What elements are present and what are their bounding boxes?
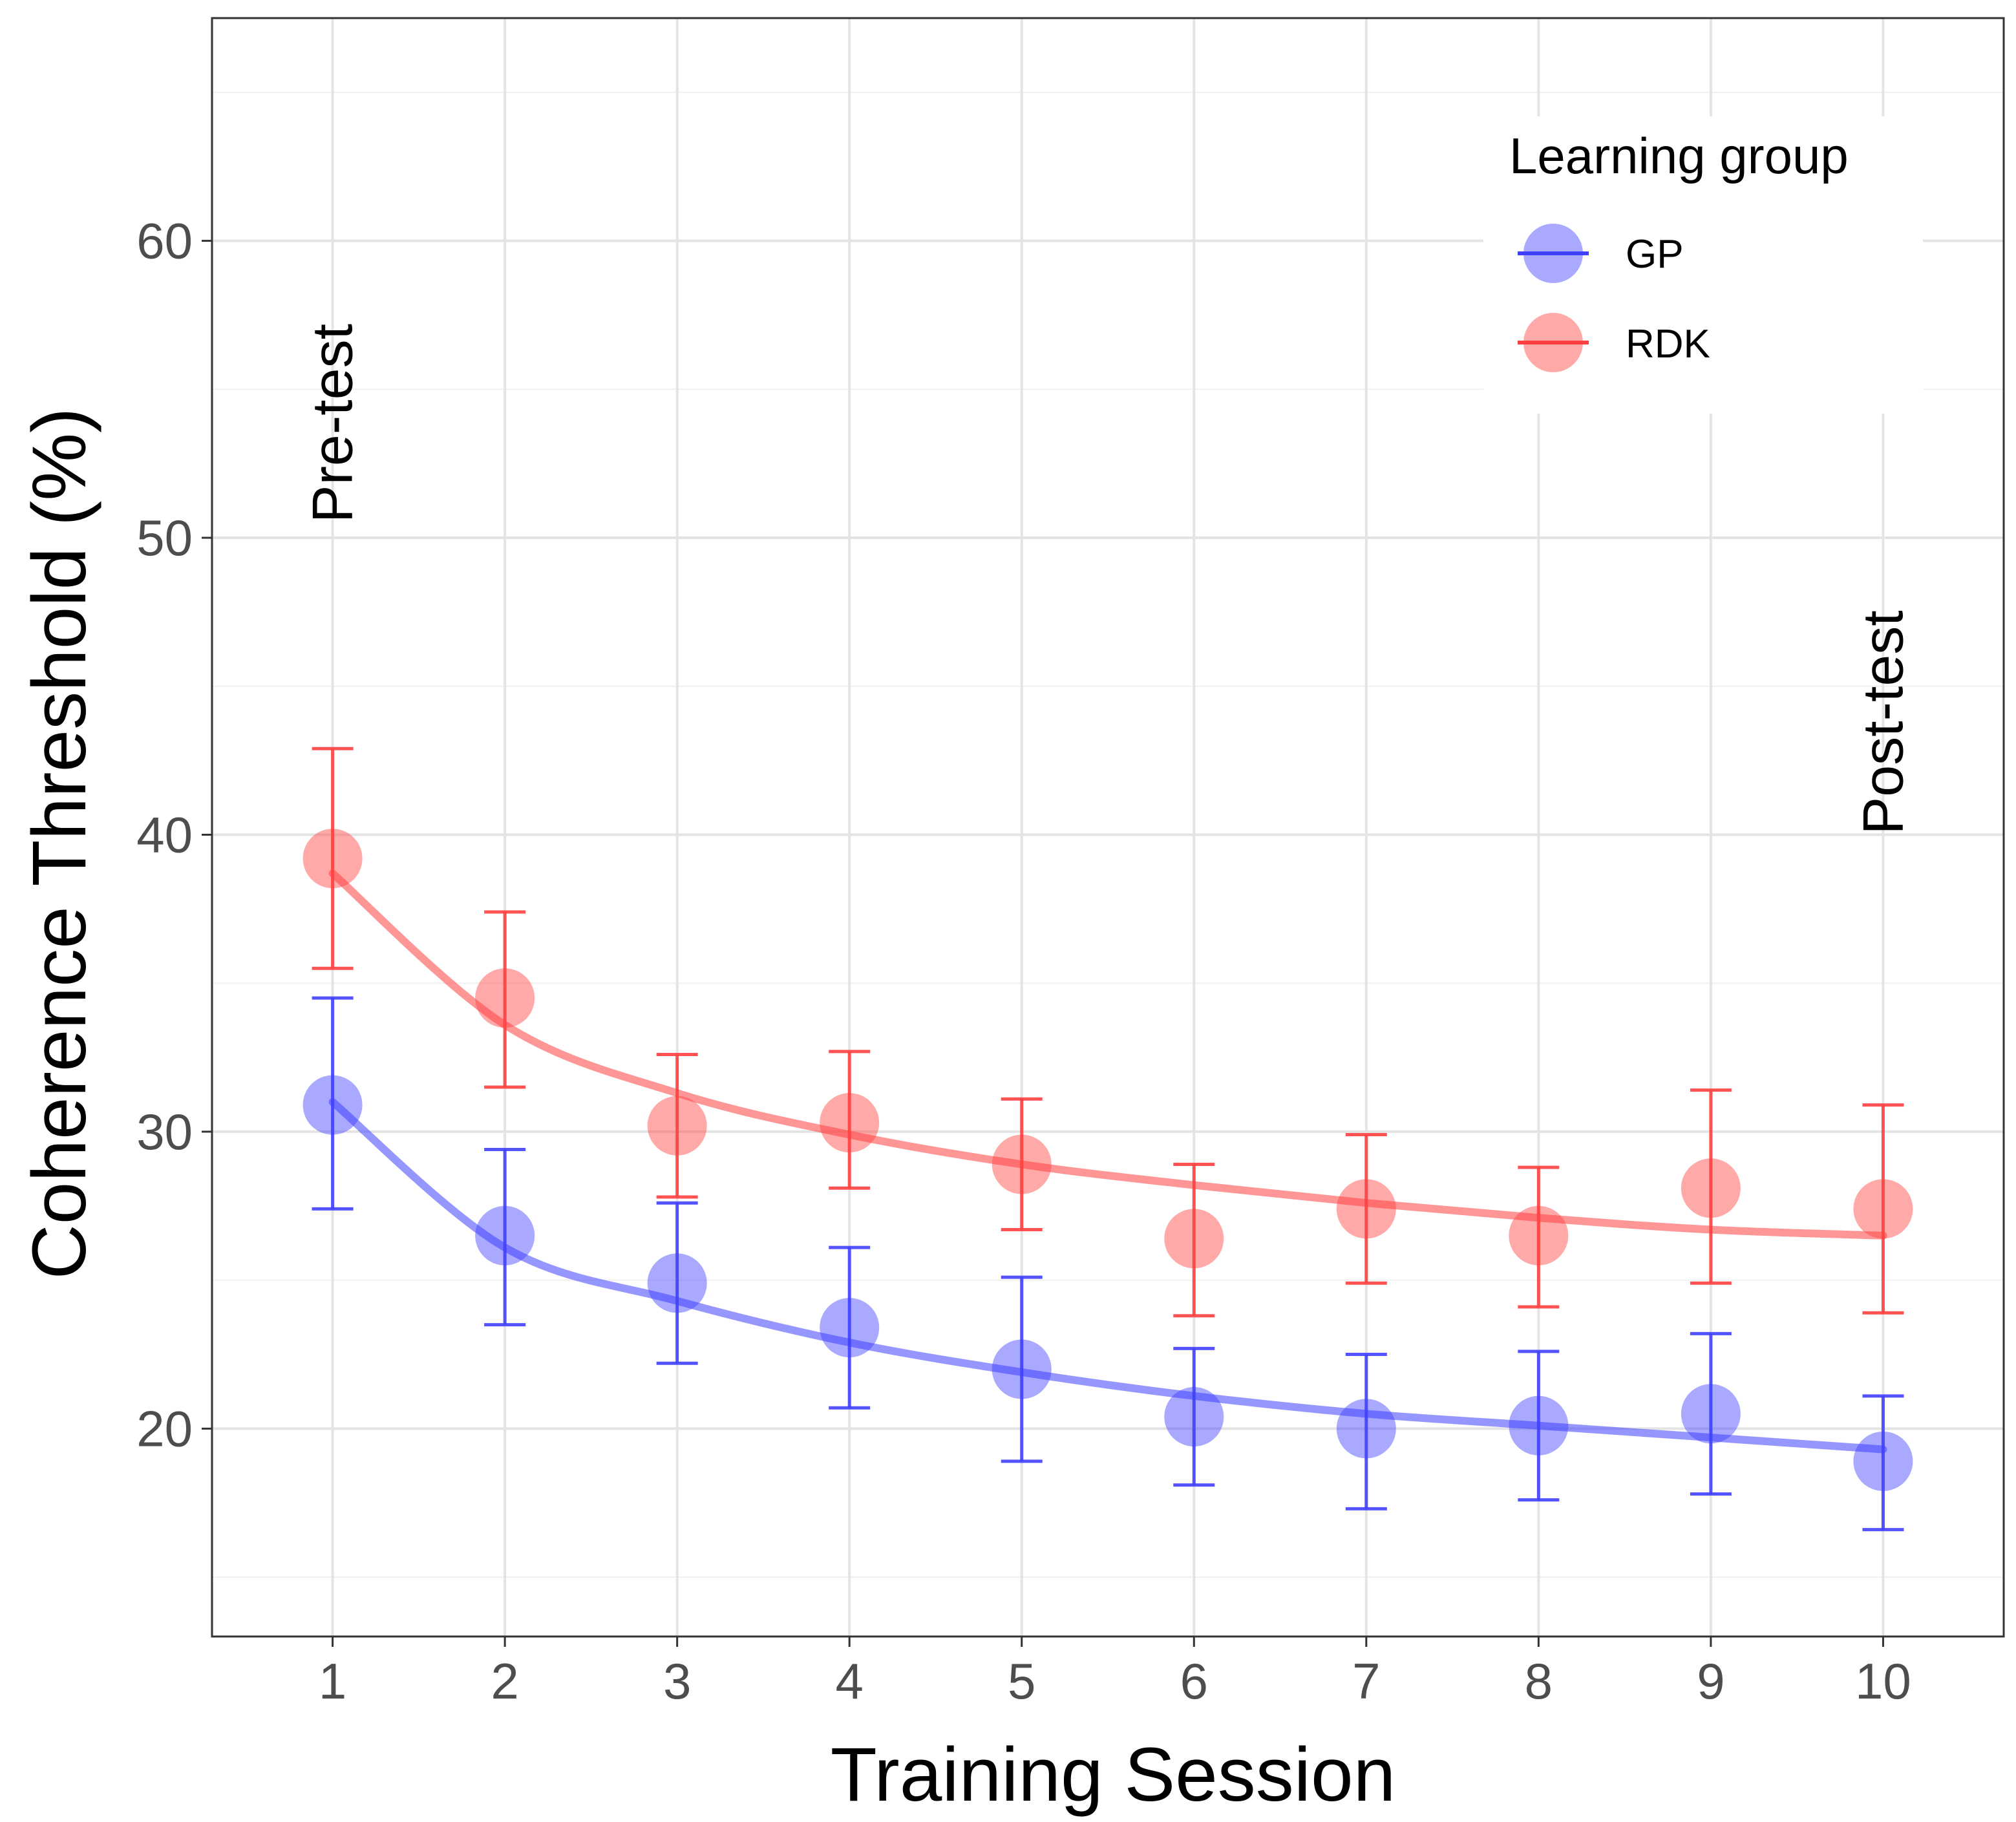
annotation-pre-test: Pre-test: [301, 324, 365, 523]
panel-border: [211, 17, 2005, 1638]
annotation-post-test: Post-test: [1851, 610, 1915, 834]
x-tick-label: 3: [663, 1653, 691, 1710]
error-bar-gp: [484, 1148, 526, 1327]
y-tick-label: 60: [136, 213, 193, 270]
error-bar-gp: [312, 996, 354, 1211]
error-bar-rdk: [1690, 1088, 1732, 1285]
data-point-rdk: [475, 968, 535, 1028]
y-tick-label: 20: [136, 1400, 193, 1457]
fit-curves: [328, 869, 1887, 1454]
error-bar-gp: [1518, 1350, 1560, 1502]
error-bar-rdk: [312, 747, 354, 970]
data-point-rdk: [1509, 1205, 1569, 1266]
legend-key-gp: [1518, 224, 1589, 283]
error-bar-gp: [1862, 1394, 1904, 1532]
x-axis-title: Training Session: [831, 1732, 1396, 1817]
fit-curve-rdk: [328, 869, 1887, 1240]
error-bar-rdk: [1345, 1133, 1387, 1285]
error-bar-gp: [656, 1201, 698, 1365]
error-bar-gp: [1001, 1275, 1043, 1463]
data-point-gp: [1681, 1384, 1741, 1444]
error-bars: [312, 747, 1904, 1532]
error-bar-rdk: [1518, 1165, 1560, 1309]
x-tick-label: 2: [491, 1653, 518, 1710]
data-points: [302, 829, 1913, 1491]
y-tick-label: 40: [136, 806, 193, 863]
grid-minor: [212, 91, 2004, 1578]
error-bar-rdk: [829, 1050, 871, 1190]
legend-title: Learning group: [1509, 127, 1849, 184]
y-axis-title: Coherence Threshold (%): [17, 408, 102, 1280]
data-point-rdk: [302, 829, 363, 889]
error-bar-gp: [1345, 1353, 1387, 1510]
data-point-gp: [475, 1205, 535, 1266]
data-point-gp: [1853, 1431, 1913, 1491]
x-tick-label: 4: [835, 1653, 863, 1710]
y-tick-label: 30: [136, 1103, 193, 1160]
x-tick-label: 9: [1697, 1653, 1724, 1710]
legend: Learning group GP RDK: [1483, 116, 1923, 414]
data-point-rdk: [1336, 1179, 1396, 1239]
y-tick-label: 50: [136, 509, 193, 566]
legend-key-rdk: [1518, 313, 1589, 372]
data-point-rdk: [820, 1093, 880, 1153]
error-bar-gp: [1690, 1331, 1732, 1496]
legend-key-gp-dot: [1523, 224, 1583, 283]
error-bar-rdk: [1001, 1097, 1043, 1232]
error-bar-gp: [1173, 1346, 1215, 1487]
error-bar-gp: [829, 1245, 871, 1410]
data-point-gp: [1164, 1387, 1224, 1447]
x-tick-labels: 1 2 3 4 5 6 7 8 9 10: [319, 1653, 1911, 1710]
axis-ticks: [202, 240, 1884, 1647]
x-tick-label: 8: [1525, 1653, 1553, 1710]
data-point-gp: [1509, 1395, 1569, 1456]
x-tick-label: 5: [1008, 1653, 1035, 1710]
data-point-rdk: [1681, 1158, 1741, 1218]
legend-label-rdk: RDK: [1626, 322, 1710, 366]
x-tick-label: 1: [319, 1653, 346, 1710]
data-point-rdk: [1853, 1179, 1913, 1239]
data-point-rdk: [992, 1134, 1052, 1194]
x-tick-label: 6: [1180, 1653, 1208, 1710]
legend-label-gp: GP: [1626, 232, 1684, 277]
error-bar-rdk: [656, 1052, 698, 1199]
data-point-rdk: [1164, 1209, 1224, 1269]
fit-curve-gp: [328, 1097, 1887, 1454]
error-bar-rdk: [484, 910, 526, 1089]
data-point-gp: [820, 1298, 880, 1358]
error-bar-rdk: [1862, 1103, 1904, 1315]
error-bar-rdk: [1173, 1162, 1215, 1318]
data-point-gp: [1336, 1399, 1396, 1459]
data-point-gp: [302, 1075, 363, 1135]
data-point-gp: [992, 1339, 1052, 1399]
data-point-gp: [647, 1253, 707, 1313]
x-tick-label: 10: [1855, 1653, 1911, 1710]
y-tick-labels: 20 30 40 50 60: [136, 213, 193, 1457]
legend-background: [1483, 116, 1923, 414]
data-point-rdk: [647, 1096, 707, 1156]
legend-key-rdk-dot: [1523, 313, 1583, 372]
x-tick-label: 7: [1352, 1653, 1380, 1710]
